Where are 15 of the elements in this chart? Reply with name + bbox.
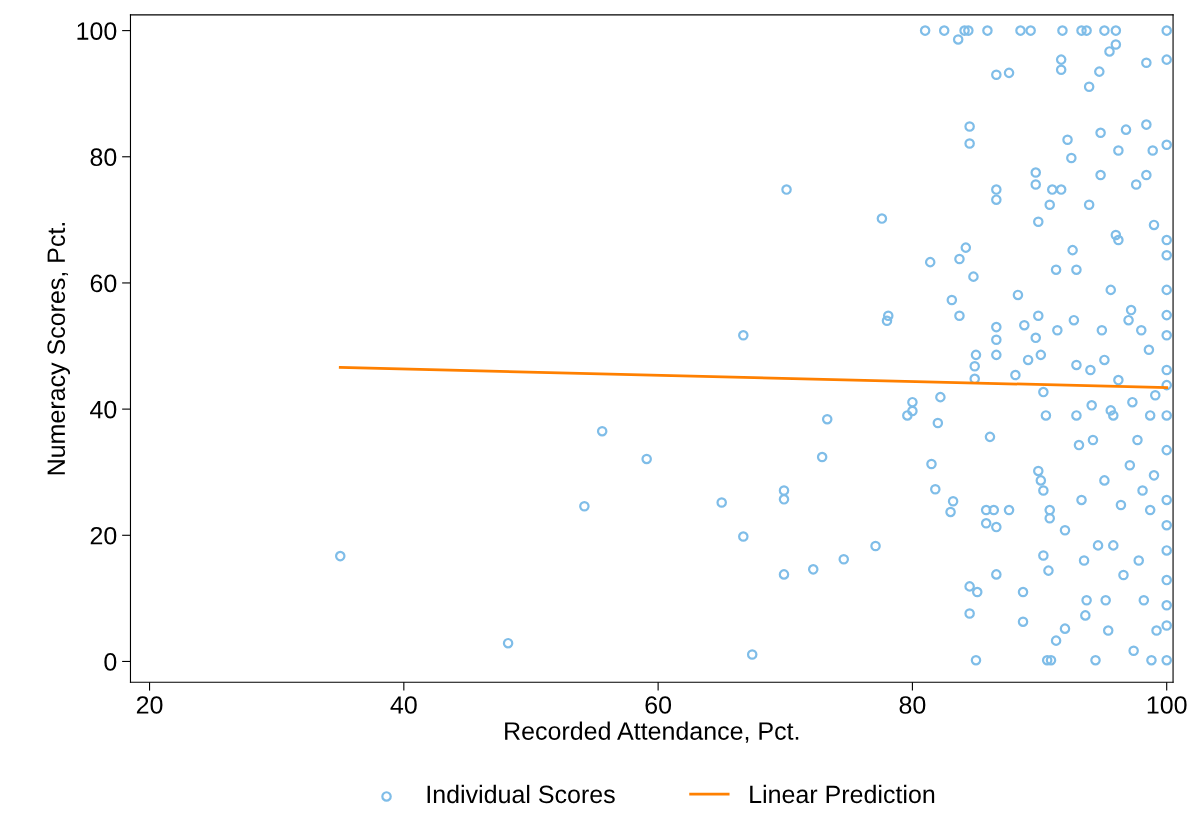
y-tick-label: 20	[90, 526, 117, 545]
y-tick-label: 0	[104, 653, 117, 671]
x-tick-label: 20	[136, 696, 163, 714]
y-tick-label: 40	[90, 400, 117, 419]
x-tick-label: 100	[1147, 696, 1187, 714]
y-axis-title: Numeracy Scores, Pct.	[47, 223, 71, 475]
x-axis-title: Recorded Attendance, Pct.	[505, 721, 799, 743]
x-tick-label: 60	[645, 696, 672, 714]
x-tick-label: 80	[899, 696, 926, 714]
x-tick-label: 40	[390, 696, 417, 714]
legend-label: Individual Scores	[427, 784, 615, 804]
legend-label: Linear Prediction	[750, 784, 935, 804]
y-tick-label: 60	[90, 274, 117, 293]
y-tick-label: 80	[90, 148, 117, 167]
y-tick-label: 100	[77, 22, 117, 40]
